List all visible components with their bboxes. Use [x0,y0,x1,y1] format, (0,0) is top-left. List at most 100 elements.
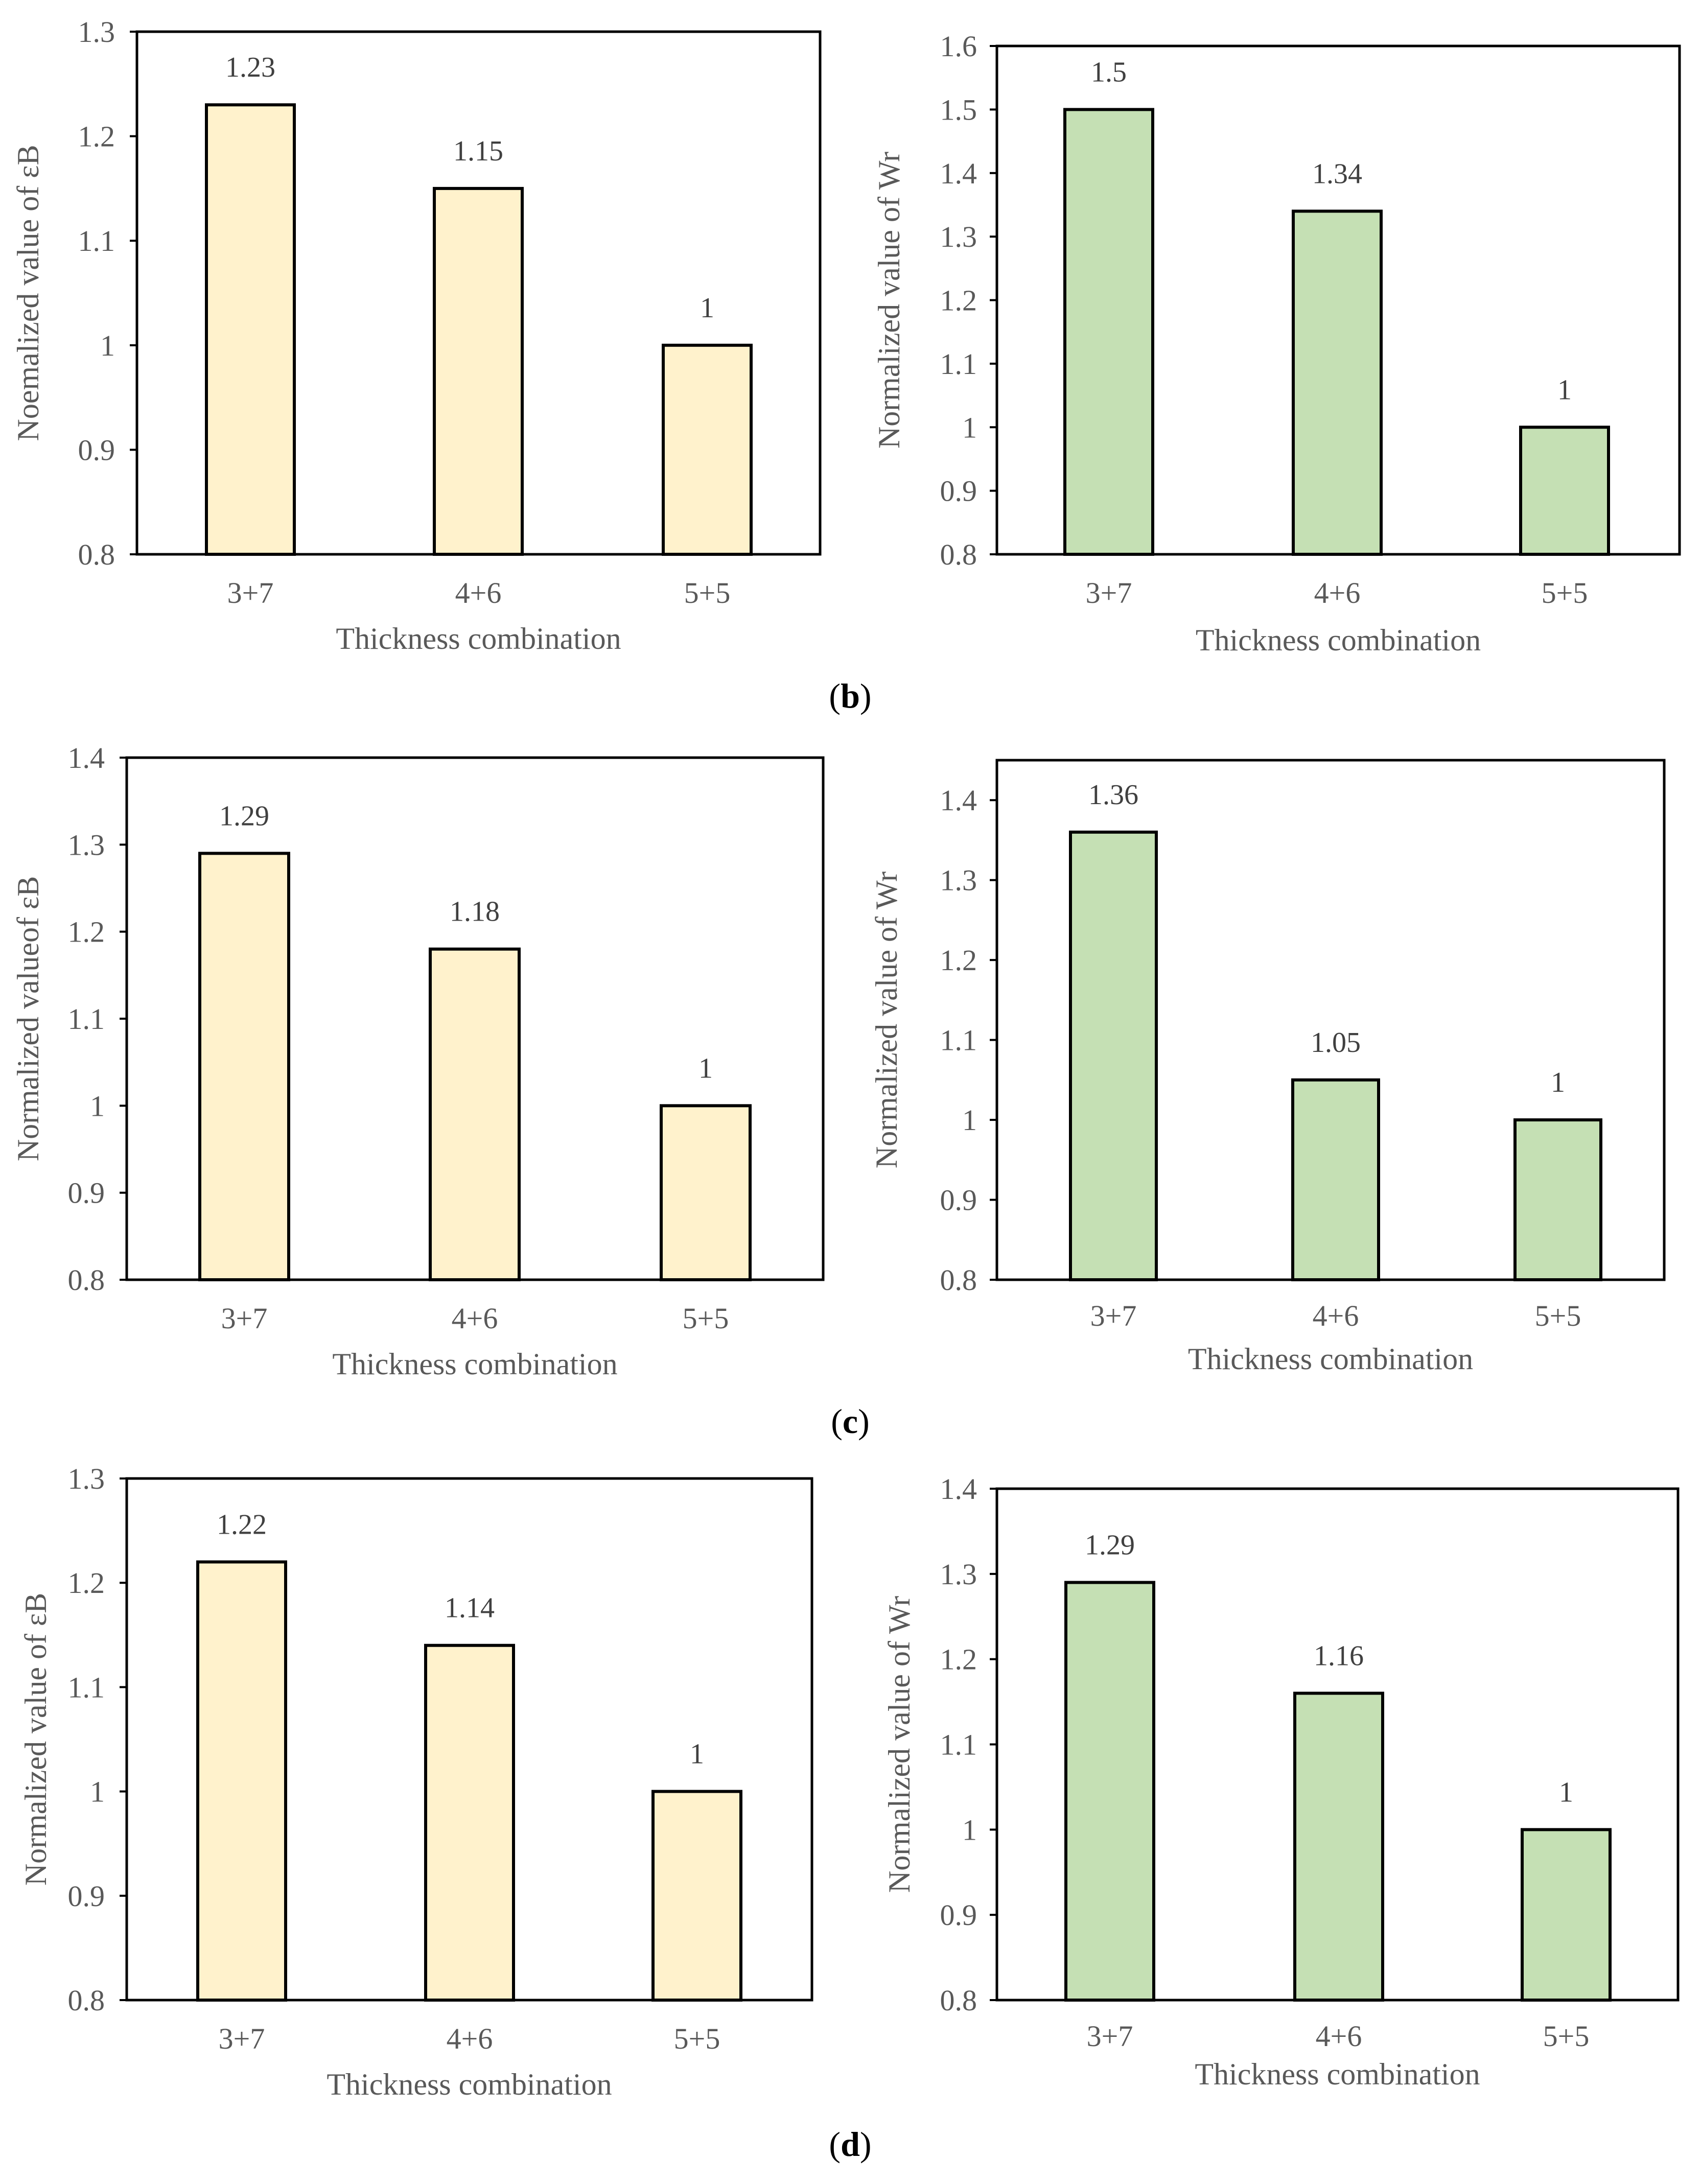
data-label-c-left-0: 1.29 [219,800,269,832]
y-tick-label-c-left-6: 1.4 [68,741,105,774]
y-tick-label-d-right-5: 1.3 [940,1558,977,1591]
x-tick-label-d-left-0: 3+7 [219,2022,265,2055]
data-label-b-right-0: 1.5 [1091,56,1127,88]
charts: 1.23 3+7 1.15 4+6 1 5+5 0.8 0.9 1 1.1 1.2 1.3 Thickn… [11,15,1681,2101]
y-tick-label-b-left-4: 1.2 [78,120,115,153]
bar-d-left-0 [196,1560,287,2002]
data-label-b-right-1: 1.34 [1312,158,1362,190]
y-tick-label-b-left-5: 1.3 [78,15,115,49]
x-tick-label-d-left-1: 4+6 [447,2022,493,2055]
bar-b-left-0 [205,103,296,556]
bar-b-left-1 [433,186,524,556]
y-tick-label-d-right-0: 0.8 [940,1984,977,2017]
data-label-c-left-2: 1 [698,1052,713,1084]
y-tick-label-c-left-3: 1.1 [68,1002,105,1036]
y-axis-label-d-right: Normalized value of Wr [882,1596,916,1893]
caption-b: (b) [829,676,871,715]
bar-c-right-0 [1069,830,1158,1282]
y-axis-label-b-left: Noemalized value of εB [11,145,45,441]
data-label-c-left-1: 1.18 [450,896,500,928]
y-tick-label-c-right-0: 0.8 [940,1263,977,1297]
bar-d-left-1 [424,1643,515,2002]
x-tick-label-c-right-0: 3+7 [1090,1299,1137,1332]
data-label-d-left-2: 1 [690,1739,704,1770]
x-tick-label-c-left-1: 4+6 [452,1302,498,1335]
data-label-c-right-2: 1 [1551,1067,1565,1098]
y-tick-label-d-left-3: 1.1 [68,1671,105,1704]
y-tick-label-d-left-0: 0.8 [68,1984,105,2017]
y-axis-label-d-left: Normalized value of εB [19,1593,53,1886]
x-tick-label-b-right-0: 3+7 [1086,576,1132,609]
data-label-b-left-1: 1.15 [453,135,503,167]
x-tick-label-d-right-0: 3+7 [1087,2019,1133,2053]
chart-d-right: 1.29 3+7 1.16 4+6 1 5+5 0.8 0.9 1 1.1 1.2 1.3 1.4 Thi… [882,1472,1680,2091]
x-axis-label-b-left: Thickness combination [336,622,621,655]
x-axis-label-d-right: Thickness combination [1195,2057,1480,2091]
caption-d: (d) [829,2125,871,2164]
data-label-d-right-0: 1.29 [1085,1530,1135,1561]
y-tick-label-d-right-3: 1.1 [940,1728,977,1762]
y-tick-label-c-left-5: 1.3 [68,828,105,861]
y-tick-label-d-right-1: 0.9 [940,1898,977,1932]
bar-c-left-0 [198,852,290,1282]
bar-d-right-1 [1293,1692,1384,2002]
y-tick-label-c-left-4: 1.2 [68,915,105,949]
x-tick-label-b-right-2: 5+5 [1542,576,1588,609]
y-tick-label-b-right-7: 1.5 [940,93,977,126]
bar-b-right-2 [1519,426,1610,556]
data-label-d-right-1: 1.16 [1314,1640,1364,1672]
chart-b-left: 1.23 3+7 1.15 4+6 1 5+5 0.8 0.9 1 1.1 1.2 1.3 Thickn… [11,15,822,655]
bar-c-right-2 [1513,1118,1602,1281]
x-axis-label-d-left: Thickness combination [327,2068,612,2101]
y-tick-label-c-right-6: 1.4 [940,784,977,817]
chart-c-right: 1.36 3+7 1.05 4+6 1 5+5 0.8 0.9 1 1.1 1.2 1.3 1.4 Thi… [870,759,1666,1376]
y-tick-label-b-right-8: 1.6 [940,30,977,63]
y-tick-label-b-right-4: 1.2 [940,284,977,317]
y-tick-label-b-left-2: 1 [100,329,115,362]
chart-c-left: 1.29 3+7 1.18 4+6 1 5+5 0.8 0.9 1 1.1 1.2 1.3 1.4 Thi… [11,741,825,1381]
y-tick-label-d-left-1: 0.9 [68,1880,105,1913]
data-label-d-right-2: 1 [1559,1776,1573,1808]
bar-b-left-2 [662,343,753,556]
y-tick-label-d-left-4: 1.2 [68,1566,105,1600]
plot-frame-c-right [995,759,1666,1281]
bar-d-left-2 [651,1790,742,2002]
chart-b-right: 1.5 3+7 1.34 4+6 1 5+5 0.8 0.9 1 1.1 1.2 1.3 1.4 1.5 1… [872,30,1681,657]
y-tick-label-c-left-2: 1 [90,1089,105,1122]
data-label-d-left-0: 1.22 [217,1509,267,1540]
y-tick-label-c-left-1: 0.9 [68,1177,105,1210]
bar-c-right-1 [1291,1078,1380,1282]
y-tick-label-c-right-3: 1.1 [940,1024,977,1057]
y-tick-label-d-right-4: 1.2 [940,1643,977,1676]
y-tick-label-d-left-2: 1 [90,1775,105,1809]
y-tick-label-b-left-3: 1.1 [78,224,115,257]
x-tick-label-b-left-0: 3+7 [227,576,274,609]
x-tick-label-d-right-1: 4+6 [1316,2019,1362,2053]
y-tick-label-b-right-1: 0.9 [940,475,977,508]
chart-d-left: 1.22 3+7 1.14 4+6 1 5+5 0.8 0.9 1 1.1 1.2 1.3 Thickn… [19,1462,813,2101]
y-axis-label-c-right: Normalized value of Wr [870,872,903,1168]
x-axis-label-c-right: Thickness combination [1188,1342,1473,1376]
data-label-c-right-0: 1.36 [1088,779,1138,811]
y-tick-label-d-right-2: 1 [962,1813,977,1846]
x-axis-label-b-right: Thickness combination [1196,623,1481,657]
y-axis-label-c-left: Normalized valueof εB [11,876,45,1161]
x-tick-label-b-left-1: 4+6 [455,576,502,609]
x-tick-label-c-left-2: 5+5 [683,1302,729,1335]
bar-b-right-1 [1292,209,1383,556]
y-tick-label-b-right-2: 1 [962,411,977,444]
y-tick-label-d-right-6: 1.4 [940,1472,977,1506]
data-label-b-left-2: 1 [700,292,714,324]
y-axis-label-b-right: Normalized value of Wr [872,152,906,449]
y-tick-label-b-right-6: 1.4 [940,157,977,190]
x-tick-label-c-right-1: 4+6 [1313,1299,1359,1332]
x-tick-label-d-right-2: 5+5 [1543,2019,1590,2053]
data-label-d-left-1: 1.14 [445,1592,495,1624]
y-tick-label-b-left-1: 0.9 [78,433,115,466]
y-tick-label-c-right-1: 0.9 [940,1184,977,1217]
bar-d-right-0 [1064,1581,1155,2002]
bar-b-right-0 [1063,108,1154,556]
x-tick-label-c-left-0: 3+7 [221,1302,268,1335]
data-label-c-right-1: 1.05 [1311,1027,1361,1059]
